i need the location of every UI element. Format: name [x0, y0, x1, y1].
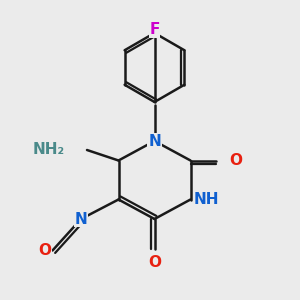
- Text: N: N: [148, 134, 161, 148]
- Text: O: O: [38, 243, 51, 258]
- Text: NH₂: NH₂: [32, 142, 64, 158]
- Text: O: O: [148, 255, 161, 270]
- Text: O: O: [230, 153, 242, 168]
- Text: NH: NH: [194, 192, 219, 207]
- Text: F: F: [149, 22, 160, 38]
- Text: N: N: [75, 212, 87, 226]
